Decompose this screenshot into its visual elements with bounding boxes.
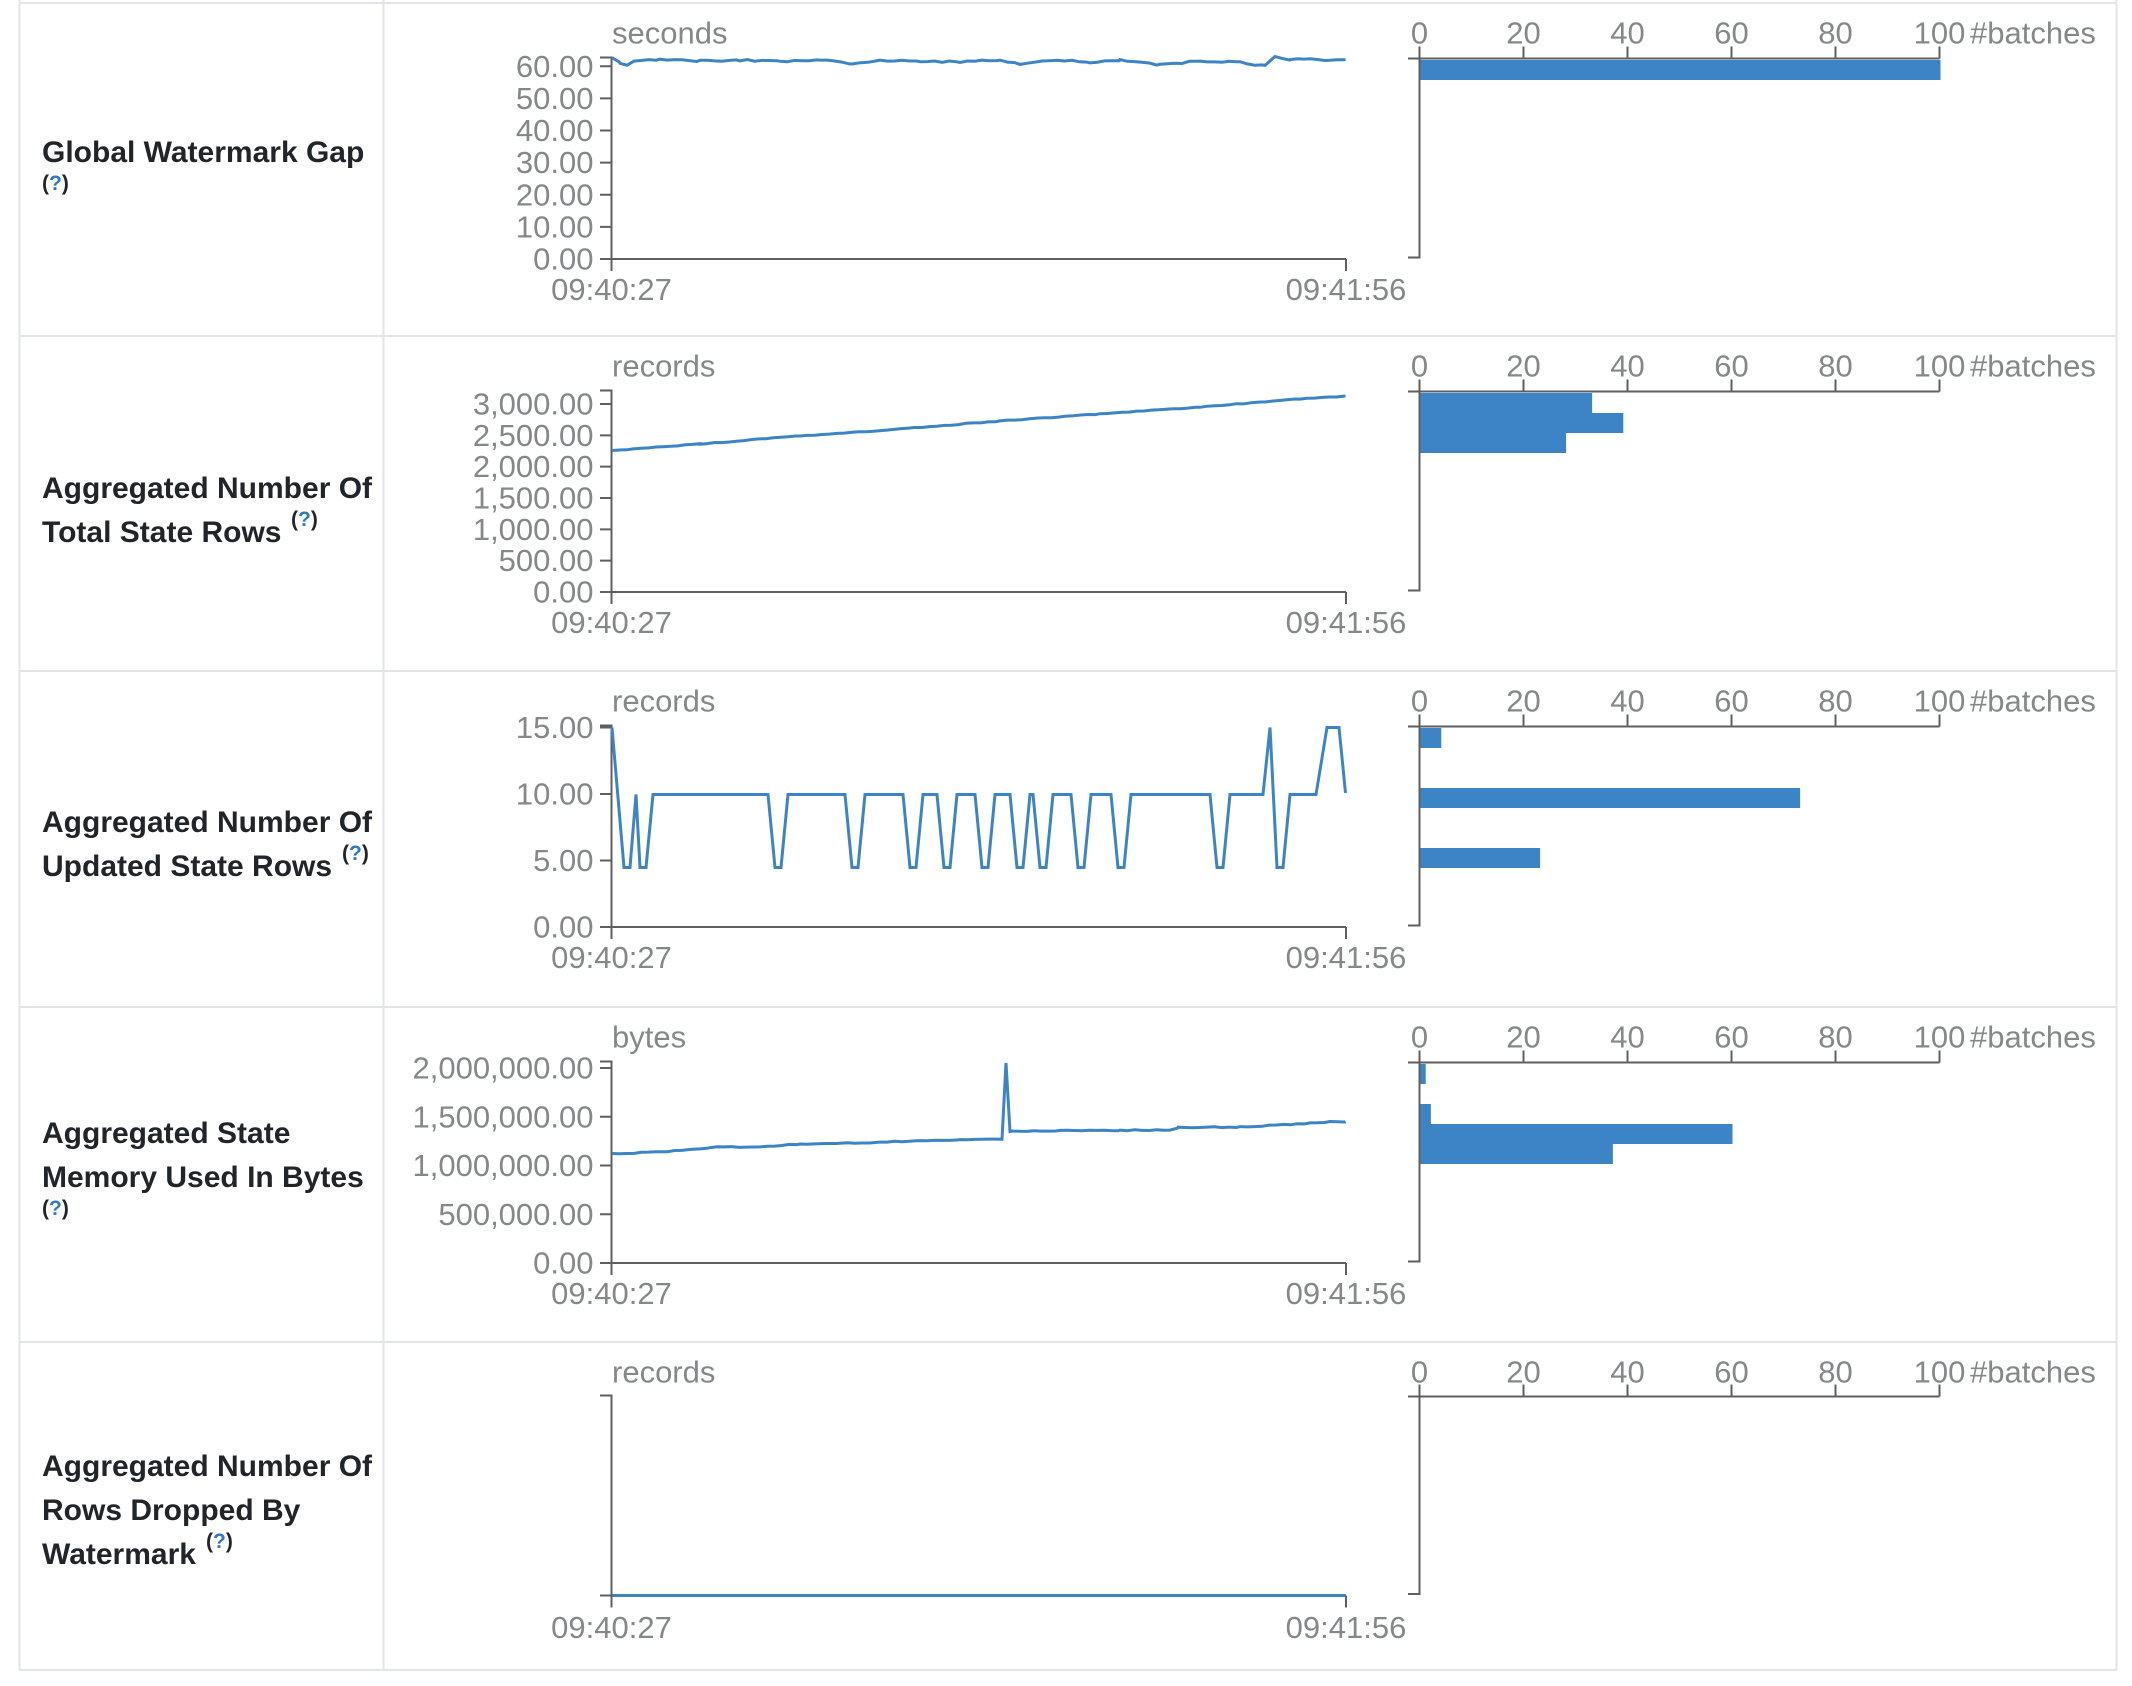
svg-text:0: 0 xyxy=(1411,349,1428,384)
svg-text:Aggregated Number Of: Aggregated Number Of xyxy=(42,472,373,505)
svg-text:80: 80 xyxy=(1818,1020,1852,1055)
svg-text:09:41:56: 09:41:56 xyxy=(1286,605,1407,640)
svg-text:0.00: 0.00 xyxy=(533,910,593,945)
svg-text:80: 80 xyxy=(1818,16,1852,51)
svg-text:0: 0 xyxy=(1411,16,1428,51)
svg-text:40: 40 xyxy=(1610,684,1644,719)
svg-text:09:41:56: 09:41:56 xyxy=(1286,272,1407,307)
svg-text:09:40:27: 09:40:27 xyxy=(551,272,672,307)
svg-text:500.00: 500.00 xyxy=(499,543,594,578)
svg-text:100: 100 xyxy=(1914,1355,1966,1390)
svg-text:0: 0 xyxy=(1411,1355,1428,1390)
svg-text:10.00: 10.00 xyxy=(516,777,594,812)
svg-text:100: 100 xyxy=(1914,684,1966,719)
svg-text:(?): (?) xyxy=(42,172,69,195)
svg-text:#batches: #batches xyxy=(1970,16,2096,51)
svg-text:10.00: 10.00 xyxy=(516,209,594,244)
svg-text:Memory Used In Bytes: Memory Used In Bytes xyxy=(42,1161,364,1194)
svg-text:40: 40 xyxy=(1610,1020,1644,1055)
svg-text:60: 60 xyxy=(1714,349,1748,384)
svg-text:1,000.00: 1,000.00 xyxy=(473,512,594,547)
svg-text:records: records xyxy=(612,349,715,384)
svg-text:40.00: 40.00 xyxy=(516,113,594,148)
svg-text:09:41:56: 09:41:56 xyxy=(1286,940,1407,975)
svg-text:records: records xyxy=(612,1355,715,1390)
svg-text:#batches: #batches xyxy=(1970,349,2096,384)
svg-text:80: 80 xyxy=(1818,349,1852,384)
svg-text:60: 60 xyxy=(1714,16,1748,51)
svg-text:500,000.00: 500,000.00 xyxy=(438,1197,593,1232)
svg-text:3,000.00: 3,000.00 xyxy=(473,387,594,422)
svg-text:0: 0 xyxy=(1411,1020,1428,1055)
svg-text:Updated State Rows: Updated State Rows xyxy=(42,850,332,883)
svg-text:bytes: bytes xyxy=(612,1020,686,1055)
svg-text:5.00: 5.00 xyxy=(533,843,593,878)
svg-text:60: 60 xyxy=(1714,684,1748,719)
svg-text:20: 20 xyxy=(1506,1020,1540,1055)
svg-text:1,500.00: 1,500.00 xyxy=(473,481,594,516)
svg-text:0.00: 0.00 xyxy=(533,1246,593,1281)
svg-text:80: 80 xyxy=(1818,1355,1852,1390)
svg-text:Aggregated Number Of: Aggregated Number Of xyxy=(42,806,373,839)
svg-text:0.00: 0.00 xyxy=(533,242,593,277)
svg-text:20.00: 20.00 xyxy=(516,177,594,212)
svg-text:20: 20 xyxy=(1506,684,1540,719)
svg-text:09:40:27: 09:40:27 xyxy=(551,605,672,640)
svg-text:09:40:27: 09:40:27 xyxy=(551,940,672,975)
svg-text:40: 40 xyxy=(1610,16,1644,51)
svg-text:Aggregated State: Aggregated State xyxy=(42,1117,290,1150)
svg-text:09:40:27: 09:40:27 xyxy=(551,1276,672,1311)
svg-text:09:41:56: 09:41:56 xyxy=(1286,1610,1407,1645)
svg-text:#batches: #batches xyxy=(1970,684,2096,719)
svg-text:(?): (?) xyxy=(291,508,318,531)
svg-text:(?): (?) xyxy=(42,1197,69,1220)
svg-text:#batches: #batches xyxy=(1970,1355,2096,1390)
svg-text:09:41:56: 09:41:56 xyxy=(1286,1276,1407,1311)
svg-text:#batches: #batches xyxy=(1970,1020,2096,1055)
svg-text:1,000,000.00: 1,000,000.00 xyxy=(412,1148,593,1183)
svg-text:30.00: 30.00 xyxy=(516,145,594,180)
svg-text:(?): (?) xyxy=(342,842,369,865)
svg-text:2,000,000.00: 2,000,000.00 xyxy=(412,1051,593,1086)
svg-text:Global Watermark Gap: Global Watermark Gap xyxy=(42,136,364,169)
svg-text:20: 20 xyxy=(1506,349,1540,384)
svg-text:2,000.00: 2,000.00 xyxy=(473,449,594,484)
svg-text:Aggregated Number Of: Aggregated Number Of xyxy=(42,1450,373,1483)
svg-text:100: 100 xyxy=(1914,349,1966,384)
svg-text:20: 20 xyxy=(1506,1355,1540,1390)
svg-text:Total State Rows: Total State Rows xyxy=(42,516,281,549)
svg-text:60: 60 xyxy=(1714,1020,1748,1055)
svg-text:100: 100 xyxy=(1914,1020,1966,1055)
svg-text:40: 40 xyxy=(1610,1355,1644,1390)
svg-text:50.00: 50.00 xyxy=(516,81,594,116)
svg-text:2,500.00: 2,500.00 xyxy=(473,418,594,453)
svg-text:1,500,000.00: 1,500,000.00 xyxy=(412,1099,593,1134)
svg-text:40: 40 xyxy=(1610,349,1644,384)
svg-text:20: 20 xyxy=(1506,16,1540,51)
svg-text:records: records xyxy=(612,684,715,719)
svg-text:100: 100 xyxy=(1914,16,1966,51)
svg-text:0.00: 0.00 xyxy=(533,575,593,610)
svg-text:80: 80 xyxy=(1818,684,1852,719)
svg-text:0: 0 xyxy=(1411,684,1428,719)
svg-text:(?): (?) xyxy=(206,1530,233,1553)
svg-text:15.00: 15.00 xyxy=(516,710,594,745)
svg-text:Watermark: Watermark xyxy=(42,1538,196,1571)
svg-text:seconds: seconds xyxy=(612,16,727,51)
svg-text:60.00: 60.00 xyxy=(516,49,594,84)
svg-text:Rows Dropped By: Rows Dropped By xyxy=(42,1494,301,1527)
svg-text:09:40:27: 09:40:27 xyxy=(551,1610,672,1645)
svg-text:60: 60 xyxy=(1714,1355,1748,1390)
